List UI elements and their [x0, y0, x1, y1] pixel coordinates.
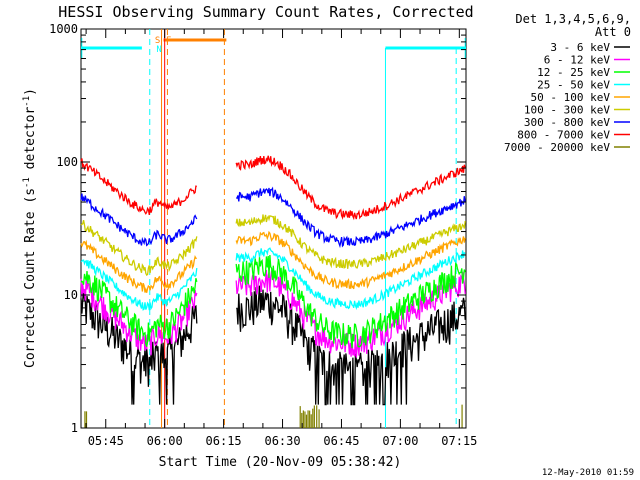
legend-label: 800 - 7000 keV — [517, 129, 610, 142]
series-line-5 — [235, 214, 466, 269]
series-line-7 — [80, 158, 197, 216]
y-label-exponent: -1 — [22, 177, 32, 188]
orbit-annotations: SNF — [81, 29, 466, 428]
series-line-1 — [235, 269, 466, 358]
y-label-part: detector — [23, 107, 38, 178]
night-letter: N — [156, 45, 161, 55]
series-line-0 — [236, 285, 466, 406]
series-line-5 — [80, 220, 198, 277]
legend-label: 6 - 12 keV — [544, 54, 611, 67]
x-axis-label: Start Time (20-Nov-09 05:38:42) — [159, 455, 402, 470]
legend-label: 7000 - 20000 keV — [504, 141, 610, 154]
chart-title: HESSI Observing Summary Count Rates, Cor… — [58, 3, 473, 21]
flag-letter: F — [166, 36, 171, 46]
legend-label: 100 - 300 keV — [524, 104, 610, 117]
x-tick-label: 07:00 — [382, 434, 418, 448]
x-tick-label: 06:00 — [147, 434, 183, 448]
x-tick-label: 06:15 — [206, 434, 242, 448]
series-line-6 — [80, 193, 198, 247]
x-tick-label: 06:30 — [264, 434, 300, 448]
legend-label: 25 - 50 keV — [537, 79, 610, 92]
series-line-6 — [235, 186, 466, 249]
plot-frame — [80, 28, 467, 429]
y-label-exponent: -1 — [22, 96, 32, 107]
series-line-0 — [80, 289, 198, 405]
series-line-3 — [80, 259, 198, 311]
x-tick-label: 05:45 — [88, 434, 124, 448]
timestamp: 12-May-2010 01:59 — [542, 468, 634, 478]
data-series — [80, 155, 466, 428]
legend-header-line1: Det 1,3,4,5,6,9, — [515, 12, 631, 26]
saa-letter: S — [155, 36, 160, 46]
legend-header-line2: Att 0 — [595, 25, 631, 39]
legend-label: 300 - 800 keV — [524, 116, 610, 129]
legend-label: 3 - 6 keV — [550, 41, 610, 54]
legend-label: 12 - 25 keV — [537, 66, 610, 79]
y-tick-label: 1000 — [49, 22, 78, 36]
y-tick-label: 1 — [71, 421, 78, 435]
x-tick-label: 06:45 — [323, 434, 359, 448]
y-tick-label: 10 — [64, 288, 78, 302]
series-line-2 — [235, 254, 466, 349]
y-label-part: ) — [23, 88, 38, 96]
series-line-3 — [235, 247, 466, 311]
plot-area: SNF 1 10 100 1000 05:45 06:00 06:15 06:30 06:45… — [49, 22, 477, 448]
x-axis-ticks: 05:45 06:00 06:15 06:30 06:45 07:00 07:15 — [85, 29, 477, 448]
y-axis-ticks: 1 10 100 1000 — [49, 22, 466, 435]
series-line-4 — [80, 239, 197, 293]
series-line-2 — [80, 270, 198, 347]
y-tick-label: 100 — [56, 155, 78, 169]
legend-label: 50 - 100 keV — [531, 91, 611, 104]
y-axis-label: Corrected Count Rate (s-1 detector-1) — [22, 88, 38, 368]
x-tick-label: 07:15 — [441, 434, 477, 448]
y-label-part: Corrected Count Rate (s — [23, 188, 38, 368]
series-line-1 — [80, 278, 198, 356]
series-line-4 — [235, 230, 466, 290]
series-line-7 — [235, 155, 466, 221]
